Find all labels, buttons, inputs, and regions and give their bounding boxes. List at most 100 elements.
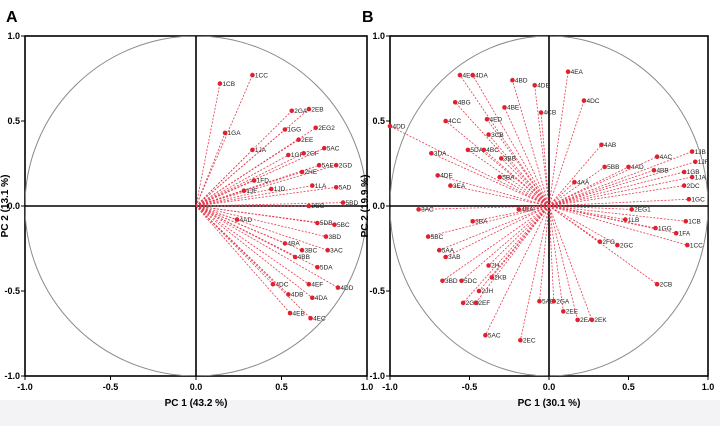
panel-b-loading-vector: [548, 205, 555, 302]
panel-b-xtick-label: 0.0: [543, 382, 556, 392]
panel-b-point-label: 4AA: [577, 179, 590, 186]
panel-b-loading-vector: [519, 205, 550, 341]
panel-b-loading-vector: [548, 169, 655, 207]
panel-b-loading-point: [599, 142, 604, 148]
panel-b-ytick-label: -0.5: [369, 286, 385, 296]
panel-a-point-label: 4DA: [315, 295, 328, 302]
panel-a-loading-point: [340, 200, 346, 205]
panel-b-loading-point: [683, 219, 689, 224]
panel-b-loading-vector: [472, 74, 550, 207]
panel-a-point-label: 2GD: [339, 162, 353, 169]
panel-b-point-label: 3BB: [504, 156, 516, 163]
panel-b-loading-point: [673, 230, 679, 236]
panel-b-ytick-label: 1.0: [372, 31, 385, 41]
panel-b-loading-point: [486, 263, 491, 268]
panel-a-loading-point: [316, 162, 322, 168]
panel-b-point-label: 3AC: [421, 207, 434, 214]
panel-a-point-label: 2EE: [301, 137, 314, 144]
panel-b-loading-vector: [548, 205, 593, 321]
panel-b-xtick-label: 1.0: [702, 382, 715, 392]
panel-a-loading-point: [241, 188, 247, 193]
panel-b-point-label: 2EA: [580, 317, 593, 324]
panel-a-point-label: 2EB: [311, 106, 323, 113]
panel-b-point-label: 3EA: [453, 183, 466, 190]
panel-b-loading-vector: [539, 205, 550, 302]
panel-a-loading-point: [250, 72, 255, 78]
panel-b-point-label: 3CB: [491, 132, 504, 139]
panel-b-point-label: 1LB: [628, 217, 640, 224]
panel-a-loading-point: [309, 183, 315, 188]
panel-b-loading-point: [551, 298, 557, 304]
panel-b-loading-point: [629, 207, 634, 212]
panel-a-loading-vector: [195, 205, 328, 251]
panel-b-point-label: 4BE: [507, 105, 520, 112]
panel-a-loading-point: [333, 162, 339, 168]
panel-b-loading-point: [486, 132, 491, 137]
panel-b-point-label: 4CC: [448, 118, 461, 125]
panel-a-point-label: 1GA: [228, 130, 242, 137]
panel-b-loading-vector: [548, 181, 575, 207]
panel-a-point-label: 5BD: [346, 200, 359, 207]
panel-b-point-label: 4BB: [656, 168, 668, 175]
panel-a-point-label: 4AD: [240, 217, 253, 224]
panel-b-point-label: 4EC: [462, 72, 475, 79]
panel-b-loading-vector: [548, 171, 685, 207]
panel-b-point-label: 2DC: [687, 183, 700, 190]
panel-b-point-label: 4AB: [604, 142, 616, 149]
panel-b-loading-vector: [462, 205, 550, 304]
panel-b-loading-vector: [548, 166, 629, 207]
panel-b-loading-point: [537, 298, 542, 304]
panel-b-point-label: 4CB: [544, 110, 557, 117]
panel-b-loading-vector: [389, 125, 550, 207]
panel-a-loading-vector: [195, 205, 318, 268]
panel-b-loading-point: [484, 117, 490, 122]
panel-b-xtick-label: -1.0: [382, 382, 398, 392]
panel-a-point-label: 2CC: [311, 203, 324, 210]
panel-a-loading-point: [315, 264, 320, 270]
panel-b-loading-point: [470, 219, 475, 224]
panel-b-point-label: 4DC: [586, 98, 599, 105]
panel-b-loading-vector: [454, 102, 550, 207]
panel-a-point-label: 5AE: [322, 162, 335, 169]
panel-b-loading-point: [575, 317, 580, 323]
panel-b-point-label: 1CB: [688, 219, 701, 226]
panel-a-loading-point: [308, 315, 313, 321]
panel-b-loading-point: [448, 183, 453, 188]
panel-b-loading-point: [443, 254, 448, 260]
panel-b-loading-point: [602, 164, 607, 170]
panel-b-point-label: 4DB: [537, 83, 550, 90]
panel-a-point-label: 1JA: [255, 147, 267, 154]
panel-b-loading-vector: [450, 185, 550, 207]
panel-b-loading-vector: [445, 120, 550, 207]
panel-a-point-label: 2EG2: [318, 125, 335, 132]
panel-a-y-axis-title: PC 2 (13.1 %): [0, 175, 11, 238]
panel-b-loading-point: [460, 300, 466, 306]
panel-a-loading-point: [270, 281, 276, 287]
panel-b-loading-point: [651, 168, 657, 173]
panel-b-loading-vector: [445, 205, 550, 258]
panel-a-loading-vector: [195, 205, 311, 319]
panel-a-loading-vector: [195, 180, 255, 207]
panel-a-loading-vector: [195, 149, 253, 207]
panel-b-point-label: 2EK: [594, 317, 607, 324]
panel-b-point-label: 5AC: [488, 332, 501, 339]
panel-a-ytick-label: -1.0: [4, 371, 20, 381]
panel-b-loading-vector: [548, 156, 658, 207]
panel-b-loading-vector: [459, 74, 550, 207]
panel-b-loading-point: [589, 317, 595, 323]
panel-a-point-label: 2GF: [306, 151, 319, 158]
panel-b-loading-point: [581, 98, 587, 103]
panel-a-loading-point: [306, 281, 312, 287]
panel-b-point-label: 1JA: [695, 174, 707, 181]
panel-a-xtick-label: 0.5: [275, 382, 288, 392]
panel-b-point-label: 2GD: [466, 300, 480, 307]
panel-b-loading-vector: [483, 149, 550, 207]
panel-b-loading-vector: [548, 205, 564, 312]
panel-b-loading-point: [561, 309, 566, 314]
panel-b-loading-point: [470, 72, 475, 78]
panel-b-point-label: 4BC: [486, 147, 499, 154]
panel-b-point-label: 5AA: [442, 247, 455, 254]
panel-b-y-axis-title: PC 2 (19.9 %): [360, 175, 371, 238]
panel-b-point-label: 1JB: [695, 149, 706, 156]
panel-a-loading-point: [250, 147, 255, 153]
